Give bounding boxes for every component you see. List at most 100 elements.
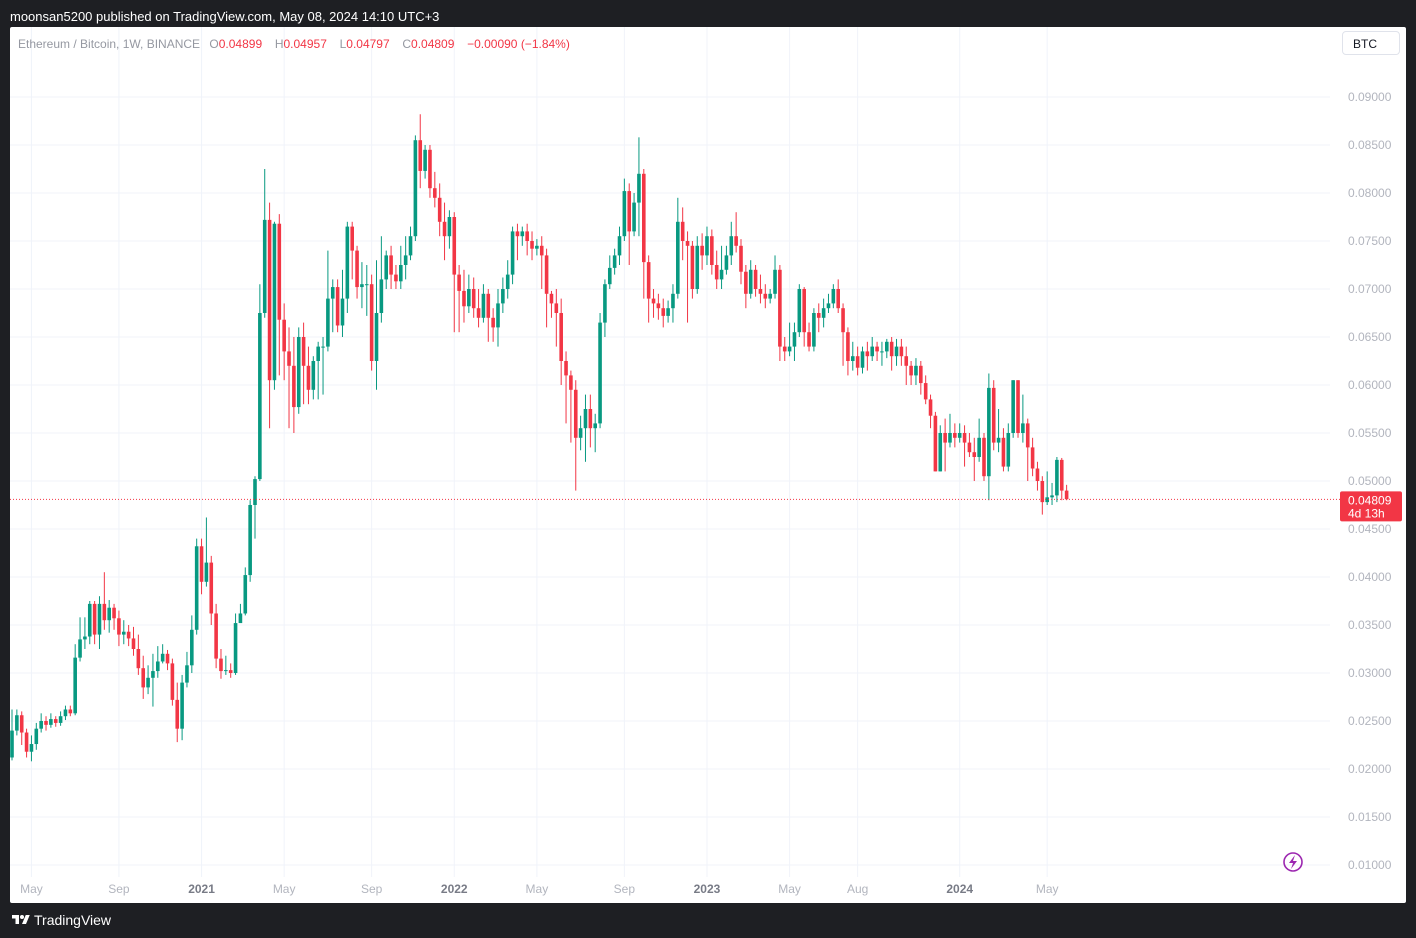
candle-body: [666, 308, 670, 316]
candle-body: [515, 231, 520, 237]
symbol-title[interactable]: Ethereum / Bitcoin, 1W, BINANCE: [18, 37, 201, 51]
candle: [258, 284, 262, 481]
candle-body: [97, 603, 102, 635]
candle-body: [671, 293, 675, 309]
candle-body: [345, 226, 350, 299]
candle-body: [209, 562, 214, 614]
candle: [744, 265, 748, 309]
candle-body: [112, 607, 116, 619]
x-tick-label: Sep: [614, 882, 636, 896]
candle: [83, 617, 87, 649]
y-tick-label: 0.04000: [1348, 570, 1392, 584]
candle-body: [190, 629, 194, 666]
candle-body: [525, 231, 529, 241]
currency-button[interactable]: BTC: [1342, 31, 1400, 55]
last-price-value: 0.04809: [1348, 493, 1392, 507]
candle: [452, 212, 457, 333]
candle: [564, 351, 568, 424]
candle: [267, 202, 272, 429]
candle: [136, 634, 141, 675]
candle: [1006, 423, 1011, 472]
candle-body: [49, 719, 53, 725]
candle: [301, 322, 306, 405]
candle: [170, 658, 175, 706]
y-tick-label: 0.09000: [1348, 90, 1392, 104]
candle: [180, 674, 184, 741]
candle-body: [394, 274, 398, 282]
candle: [763, 284, 768, 309]
last-price-tag-bg: [1340, 491, 1402, 522]
candle: [656, 293, 661, 320]
x-tick-label: 2022: [441, 882, 468, 896]
candle-body: [418, 140, 423, 171]
candle-body: [364, 284, 369, 286]
candle: [982, 433, 986, 481]
candle: [578, 415, 583, 451]
candle: [607, 255, 612, 289]
candle-body: [1025, 423, 1030, 448]
candle: [34, 722, 39, 750]
candle-body: [476, 308, 481, 318]
candle-body: [593, 423, 597, 429]
candle: [792, 322, 797, 361]
candle-body: [238, 613, 243, 624]
chart-pane[interactable]: 0.09000 0.08500 0.08000 0.07500 0.07000 0.065…: [10, 27, 1406, 903]
candle-body: [433, 188, 437, 198]
candle: [826, 293, 831, 313]
candle: [996, 409, 1001, 453]
candle: [311, 356, 316, 400]
candle: [58, 711, 63, 726]
candle-body: [588, 409, 593, 429]
x-tick-label: Aug: [847, 882, 868, 896]
candle-body: [248, 505, 252, 576]
candle: [190, 615, 194, 673]
candle-body: [583, 409, 588, 429]
candle-body: [967, 442, 972, 453]
y-tick-label: 0.02500: [1348, 714, 1392, 728]
candle: [850, 341, 855, 371]
candle-body: [447, 217, 452, 237]
candle-body: [321, 346, 325, 348]
candle: [24, 728, 29, 758]
candle: [758, 274, 763, 304]
candle-body: [559, 313, 563, 361]
candle-body: [78, 639, 82, 658]
candle: [865, 341, 870, 371]
candle: [408, 226, 413, 261]
candle-body: [68, 709, 73, 714]
candle-body: [1006, 433, 1011, 467]
candle-body: [379, 279, 384, 313]
candle-body: [622, 191, 627, 237]
x-tick-label: May: [273, 882, 296, 896]
candle: [146, 665, 150, 695]
candle: [724, 245, 729, 275]
candle: [923, 375, 928, 405]
close-label: C: [402, 37, 412, 51]
candle-body: [919, 365, 923, 384]
candle-body: [437, 197, 442, 222]
candle-body: [700, 245, 704, 256]
candle: [695, 236, 700, 294]
candle-body: [768, 293, 772, 299]
candle-body: [826, 303, 831, 309]
candle: [219, 649, 223, 679]
candle: [802, 287, 806, 347]
candle: [894, 338, 899, 366]
candlestick-chart[interactable]: 0.09000 0.08500 0.08000 0.07500 0.07000 0.065…: [10, 27, 1406, 903]
candle: [165, 649, 170, 671]
candle-body: [880, 351, 884, 353]
y-tick-label: 0.08500: [1348, 138, 1392, 152]
lightning-icon[interactable]: [1283, 852, 1303, 872]
candle: [953, 423, 957, 448]
candle-body: [160, 653, 165, 662]
candle: [505, 260, 510, 299]
candle-body: [987, 387, 991, 477]
candle-body: [63, 709, 68, 717]
candle-body: [355, 250, 359, 288]
candle: [700, 233, 704, 270]
candle: [53, 716, 58, 727]
candle: [646, 255, 651, 323]
candle: [243, 567, 248, 616]
candle: [885, 338, 889, 359]
candle-body: [598, 322, 602, 424]
